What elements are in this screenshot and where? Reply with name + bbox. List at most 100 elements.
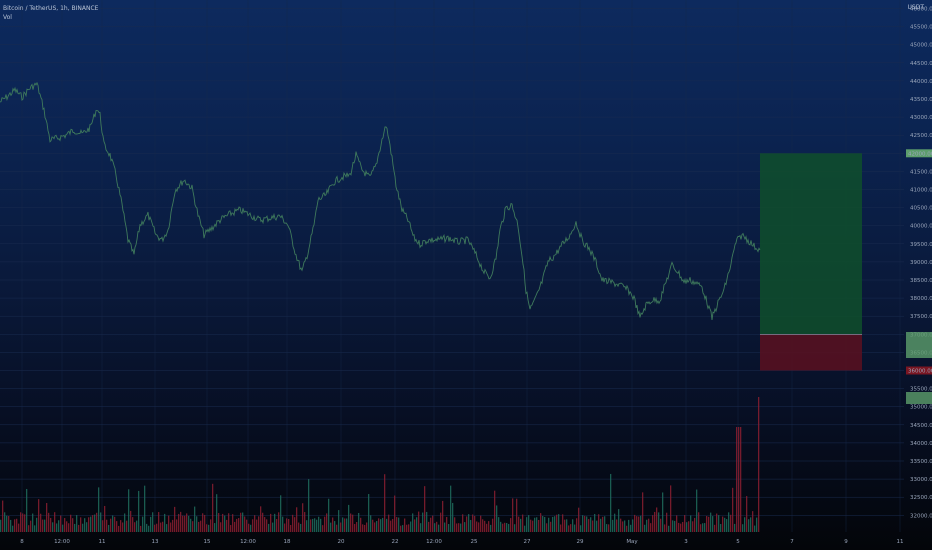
volume-bar <box>194 506 196 532</box>
volume-bar <box>292 514 294 532</box>
volume-bar <box>492 518 494 532</box>
price-tick-label: 34000.00 <box>910 441 932 447</box>
volume-bar <box>112 515 114 532</box>
long-position-tool[interactable] <box>760 153 862 371</box>
volume-bar <box>346 518 348 532</box>
time-tick-label: 9 <box>844 539 848 545</box>
volume-bar <box>616 519 618 532</box>
volume-bar <box>482 519 484 532</box>
stop-price-tag-label: 36000.00 <box>908 369 932 375</box>
volume-bar <box>598 514 600 532</box>
volume-bar <box>228 513 230 532</box>
volume-bar <box>102 520 104 532</box>
volume-bar <box>756 517 758 532</box>
volume-bar <box>260 506 262 532</box>
volume-bar <box>698 512 700 532</box>
volume-bar <box>602 516 604 532</box>
volume-tag <box>906 392 932 404</box>
volume-bar <box>98 487 100 532</box>
time-tick-label: 12:00 <box>426 539 442 545</box>
volume-bar <box>412 513 414 532</box>
volume-bar <box>554 516 556 532</box>
volume-bar <box>472 514 474 532</box>
volume-bar <box>716 513 718 532</box>
volume-bar <box>202 513 204 532</box>
volume-indicator-label[interactable]: Vol <box>3 14 12 21</box>
price-line <box>0 81 761 321</box>
volume-bar <box>324 516 326 532</box>
volume-bar <box>272 522 274 532</box>
stop-zone[interactable] <box>760 334 862 371</box>
volume-bar <box>214 523 216 532</box>
time-tick-label: 3 <box>684 539 688 545</box>
volume-bar <box>376 521 378 532</box>
volume-bar <box>410 521 412 532</box>
volume-bar <box>20 512 22 532</box>
volume-bar <box>532 520 534 532</box>
symbol-title[interactable]: Bitcoin / TetherUS, 1h, BINANCE <box>3 5 99 12</box>
volume-bar <box>608 524 610 532</box>
volume-bar <box>632 519 634 532</box>
volume-bar <box>370 515 372 532</box>
volume-bar <box>696 489 698 532</box>
volume-bar <box>542 515 544 532</box>
volume-bar <box>680 523 682 532</box>
volume-bar <box>136 520 138 532</box>
price-tick-label: 43000.00 <box>910 115 932 121</box>
volume-bar <box>338 510 340 532</box>
volume-bar <box>576 518 578 532</box>
volume-bar <box>736 427 738 532</box>
volume-bar <box>58 520 60 532</box>
volume-bar <box>134 522 136 532</box>
volume-bar <box>678 522 680 532</box>
volume-bar <box>138 490 140 532</box>
volume-bar <box>360 517 362 532</box>
volume-bar <box>88 517 90 532</box>
volume-bar <box>622 521 624 532</box>
target-price-tag-label: 42000.00 <box>908 151 932 157</box>
volume-bar <box>0 519 2 532</box>
volume-bar <box>140 525 142 532</box>
volume-bar <box>584 515 586 532</box>
time-axis[interactable]: 8 12:00 11 13 15 12:00 18 20 22 12:00 25 27 29 May 3 5 7… <box>20 539 903 545</box>
volume-bar <box>644 524 646 532</box>
volume-bar <box>358 512 360 532</box>
target-zone[interactable] <box>760 153 862 335</box>
price-axis[interactable]: 46000.00 45500.00 45000.00 44500.00 44000.00… <box>906 7 932 520</box>
volume-bar <box>80 517 82 532</box>
volume-bar <box>330 522 332 532</box>
volume-bar <box>704 523 706 532</box>
volume-bar <box>652 515 654 532</box>
volume-bar <box>664 524 666 532</box>
volume-bar <box>386 518 388 532</box>
volume-bar <box>414 519 416 532</box>
volume-bar <box>558 514 560 532</box>
volume-bar <box>526 517 528 532</box>
volume-bar <box>674 520 676 532</box>
volume-bar <box>12 525 14 532</box>
price-tick-label: 45000.00 <box>910 43 932 49</box>
volume-bar <box>28 525 30 532</box>
volume-bar <box>352 514 354 532</box>
volume-bar <box>520 518 522 532</box>
volume-bar <box>702 523 704 532</box>
volume-bar <box>298 522 300 532</box>
volume-bar <box>266 519 268 532</box>
volume-bar <box>546 523 548 532</box>
volume-bar <box>332 517 334 532</box>
volume-bar <box>356 522 358 532</box>
time-tick-label: 20 <box>338 539 345 545</box>
volume-bar <box>68 523 70 532</box>
volume-bar <box>24 514 26 532</box>
volume-bar <box>354 524 356 532</box>
volume-bar <box>714 524 716 532</box>
volume-bar <box>606 524 608 532</box>
volume-bar <box>122 522 124 532</box>
volume-bar <box>106 519 108 532</box>
volume-bar <box>626 525 628 532</box>
volume-bar <box>516 498 518 532</box>
volume-bar <box>144 485 146 532</box>
volume-bar <box>452 502 454 532</box>
volume-bar <box>650 523 652 532</box>
